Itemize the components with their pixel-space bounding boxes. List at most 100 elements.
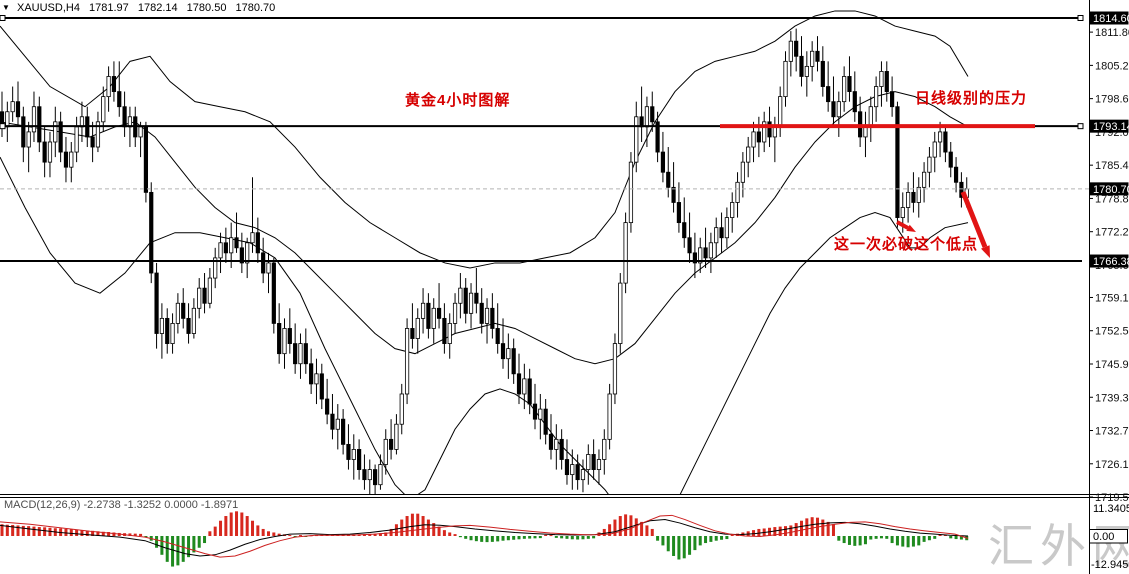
macd-histogram-bar <box>906 536 910 548</box>
price-axis-tick: 1732.75 <box>1095 426 1129 438</box>
candle <box>863 126 868 138</box>
macd-histogram-bar <box>672 536 676 556</box>
candlestick-series <box>0 28 969 494</box>
macd-histogram-bar <box>784 526 788 536</box>
candle <box>314 373 319 385</box>
candle <box>735 181 740 203</box>
macd-histogram-bar <box>240 512 244 536</box>
candle <box>106 76 111 98</box>
candle <box>937 131 943 143</box>
macd-histogram-bar <box>133 533 137 536</box>
candle <box>255 232 260 254</box>
macd-histogram-bar <box>933 536 937 539</box>
candle <box>458 287 463 304</box>
candle <box>543 408 548 435</box>
macd-histogram-bar <box>394 524 398 536</box>
macd-axis-bottom: -12.9453 <box>1091 559 1129 571</box>
red-arrow-head <box>906 224 916 232</box>
candle <box>921 171 927 188</box>
candle <box>916 186 921 203</box>
macd-histogram-bar <box>442 530 446 536</box>
macd-histogram-bar <box>48 527 52 536</box>
candle <box>357 449 362 470</box>
candle <box>687 237 692 254</box>
macd-histogram-bar <box>517 536 521 540</box>
candle <box>570 464 575 476</box>
macd-histogram-bar <box>480 536 484 542</box>
symbol-dropdown-icon[interactable]: ▼ <box>2 3 10 12</box>
macd-histogram-bar <box>938 534 942 536</box>
macd-histogram-bar <box>544 534 548 536</box>
price-tag-label: 1793.14 <box>1093 121 1129 133</box>
candle <box>548 433 554 450</box>
macd-histogram-bar <box>730 534 734 536</box>
candle <box>820 60 825 87</box>
macd-histogram-bar <box>538 536 542 539</box>
candle <box>500 343 506 360</box>
macd-histogram-bar <box>485 536 489 543</box>
candle <box>442 317 447 344</box>
candle <box>906 191 911 208</box>
candle <box>719 227 724 239</box>
candle <box>586 454 591 470</box>
candle <box>874 86 879 108</box>
macd-histogram-bar <box>11 524 15 536</box>
candle <box>468 292 474 314</box>
macd-histogram-bar <box>800 520 803 536</box>
candle <box>890 91 895 108</box>
macd-histogram-bar <box>645 525 649 536</box>
line-handle[interactable] <box>1077 15 1084 21</box>
macd-histogram-bar <box>155 536 159 548</box>
macd-histogram-bar <box>847 536 851 545</box>
macd-zero-tag-box <box>1089 529 1128 544</box>
macd-histogram-bar <box>773 527 777 536</box>
macd-histogram-bar <box>826 521 830 536</box>
macd-indicator-label: MACD(12,26,9) -2.2738 -1.3252 0.0000 -1.… <box>4 499 239 511</box>
candle <box>564 459 570 476</box>
candle <box>884 71 889 92</box>
candle <box>298 343 303 365</box>
macd-histogram-bar <box>192 536 196 553</box>
macd-histogram-bar <box>885 536 889 539</box>
red-arrow-shaft[interactable] <box>960 191 988 248</box>
candle <box>650 106 655 123</box>
macd-histogram-bar <box>437 526 441 536</box>
annotation-arrows[interactable] <box>896 191 990 258</box>
macd-histogram-bar <box>458 536 462 538</box>
candle <box>618 282 623 344</box>
macd-histogram-bar <box>27 526 31 536</box>
candle <box>628 161 634 224</box>
macd-histogram-bar <box>704 536 708 544</box>
candle <box>506 348 511 360</box>
horizontal-level-lines[interactable] <box>0 15 1089 263</box>
macd-histogram-bar <box>879 536 883 539</box>
macd-histogram-bar <box>506 536 510 541</box>
candle <box>943 131 948 153</box>
macd-histogram-bar <box>410 513 414 536</box>
macd-histogram-bar <box>160 536 164 555</box>
candle <box>303 343 308 365</box>
red-arrow-shaft[interactable] <box>896 220 909 230</box>
macd-histogram-bar <box>666 536 670 552</box>
candle <box>580 469 586 481</box>
macd-histogram-bar <box>565 536 569 539</box>
candle <box>266 262 271 274</box>
candle <box>538 408 543 420</box>
candle <box>335 418 340 430</box>
line-handle[interactable] <box>0 15 6 21</box>
chart-title-bar[interactable]: ▼ XAUUSD,H4 1781.97 1782.14 1780.50 1780… <box>2 2 281 14</box>
candle <box>842 76 847 103</box>
macd-histogram-bar <box>378 533 382 536</box>
macd-histogram-bar <box>267 531 270 536</box>
macd-histogram-bar <box>863 536 867 545</box>
candle <box>282 328 287 355</box>
macd-histogram-bar <box>277 533 281 536</box>
candle <box>447 323 452 344</box>
macd-histogram-bar <box>368 533 372 536</box>
candle <box>175 302 180 324</box>
candle <box>927 156 932 173</box>
macd-axis-top: 11.3405 <box>1093 503 1129 515</box>
line-handle[interactable] <box>0 123 6 130</box>
line-handle[interactable] <box>1077 123 1084 130</box>
